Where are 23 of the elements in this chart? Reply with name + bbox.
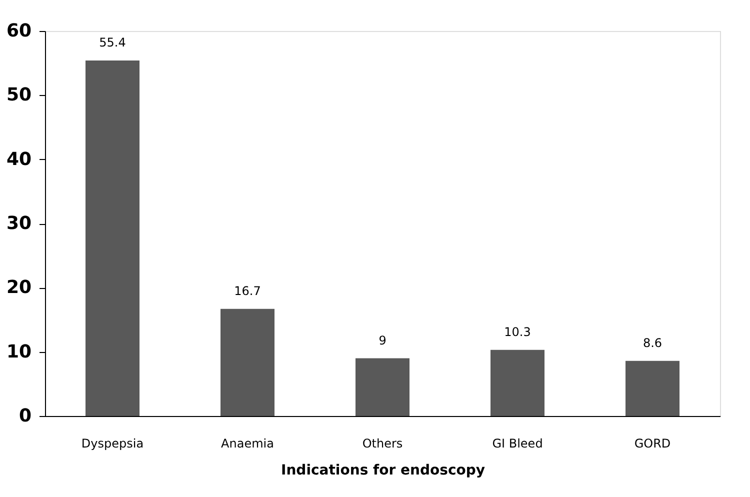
bar xyxy=(220,308,274,416)
bar xyxy=(86,60,140,416)
data-label: 16.7 xyxy=(234,284,261,298)
data-label: 9 xyxy=(378,333,386,348)
y-tick-label: 40 xyxy=(6,148,32,170)
y-tick-label: 20 xyxy=(6,277,32,298)
x-tick-label: Others xyxy=(362,436,403,450)
y-tick-label: 60 xyxy=(6,20,32,42)
bar xyxy=(356,358,410,416)
y-tick-label: 10 xyxy=(6,341,32,362)
y-tick-label: 0 xyxy=(18,406,32,426)
bar xyxy=(490,350,544,416)
y-tick-label: 30 xyxy=(6,213,32,234)
data-label: 10.3 xyxy=(504,324,531,339)
x-axis-title: Indications for endoscopy xyxy=(280,462,486,478)
x-tick-label: GORD xyxy=(634,436,671,450)
x-tick-label: Dyspepsia xyxy=(81,436,144,450)
bar xyxy=(626,360,680,416)
data-label: 8.6 xyxy=(642,336,662,350)
x-tick-label: GI Bleed xyxy=(492,436,543,450)
x-tick-label: Anaemia xyxy=(221,436,274,450)
y-tick-label: 50 xyxy=(6,84,32,106)
data-label: 55.4 xyxy=(99,36,126,50)
